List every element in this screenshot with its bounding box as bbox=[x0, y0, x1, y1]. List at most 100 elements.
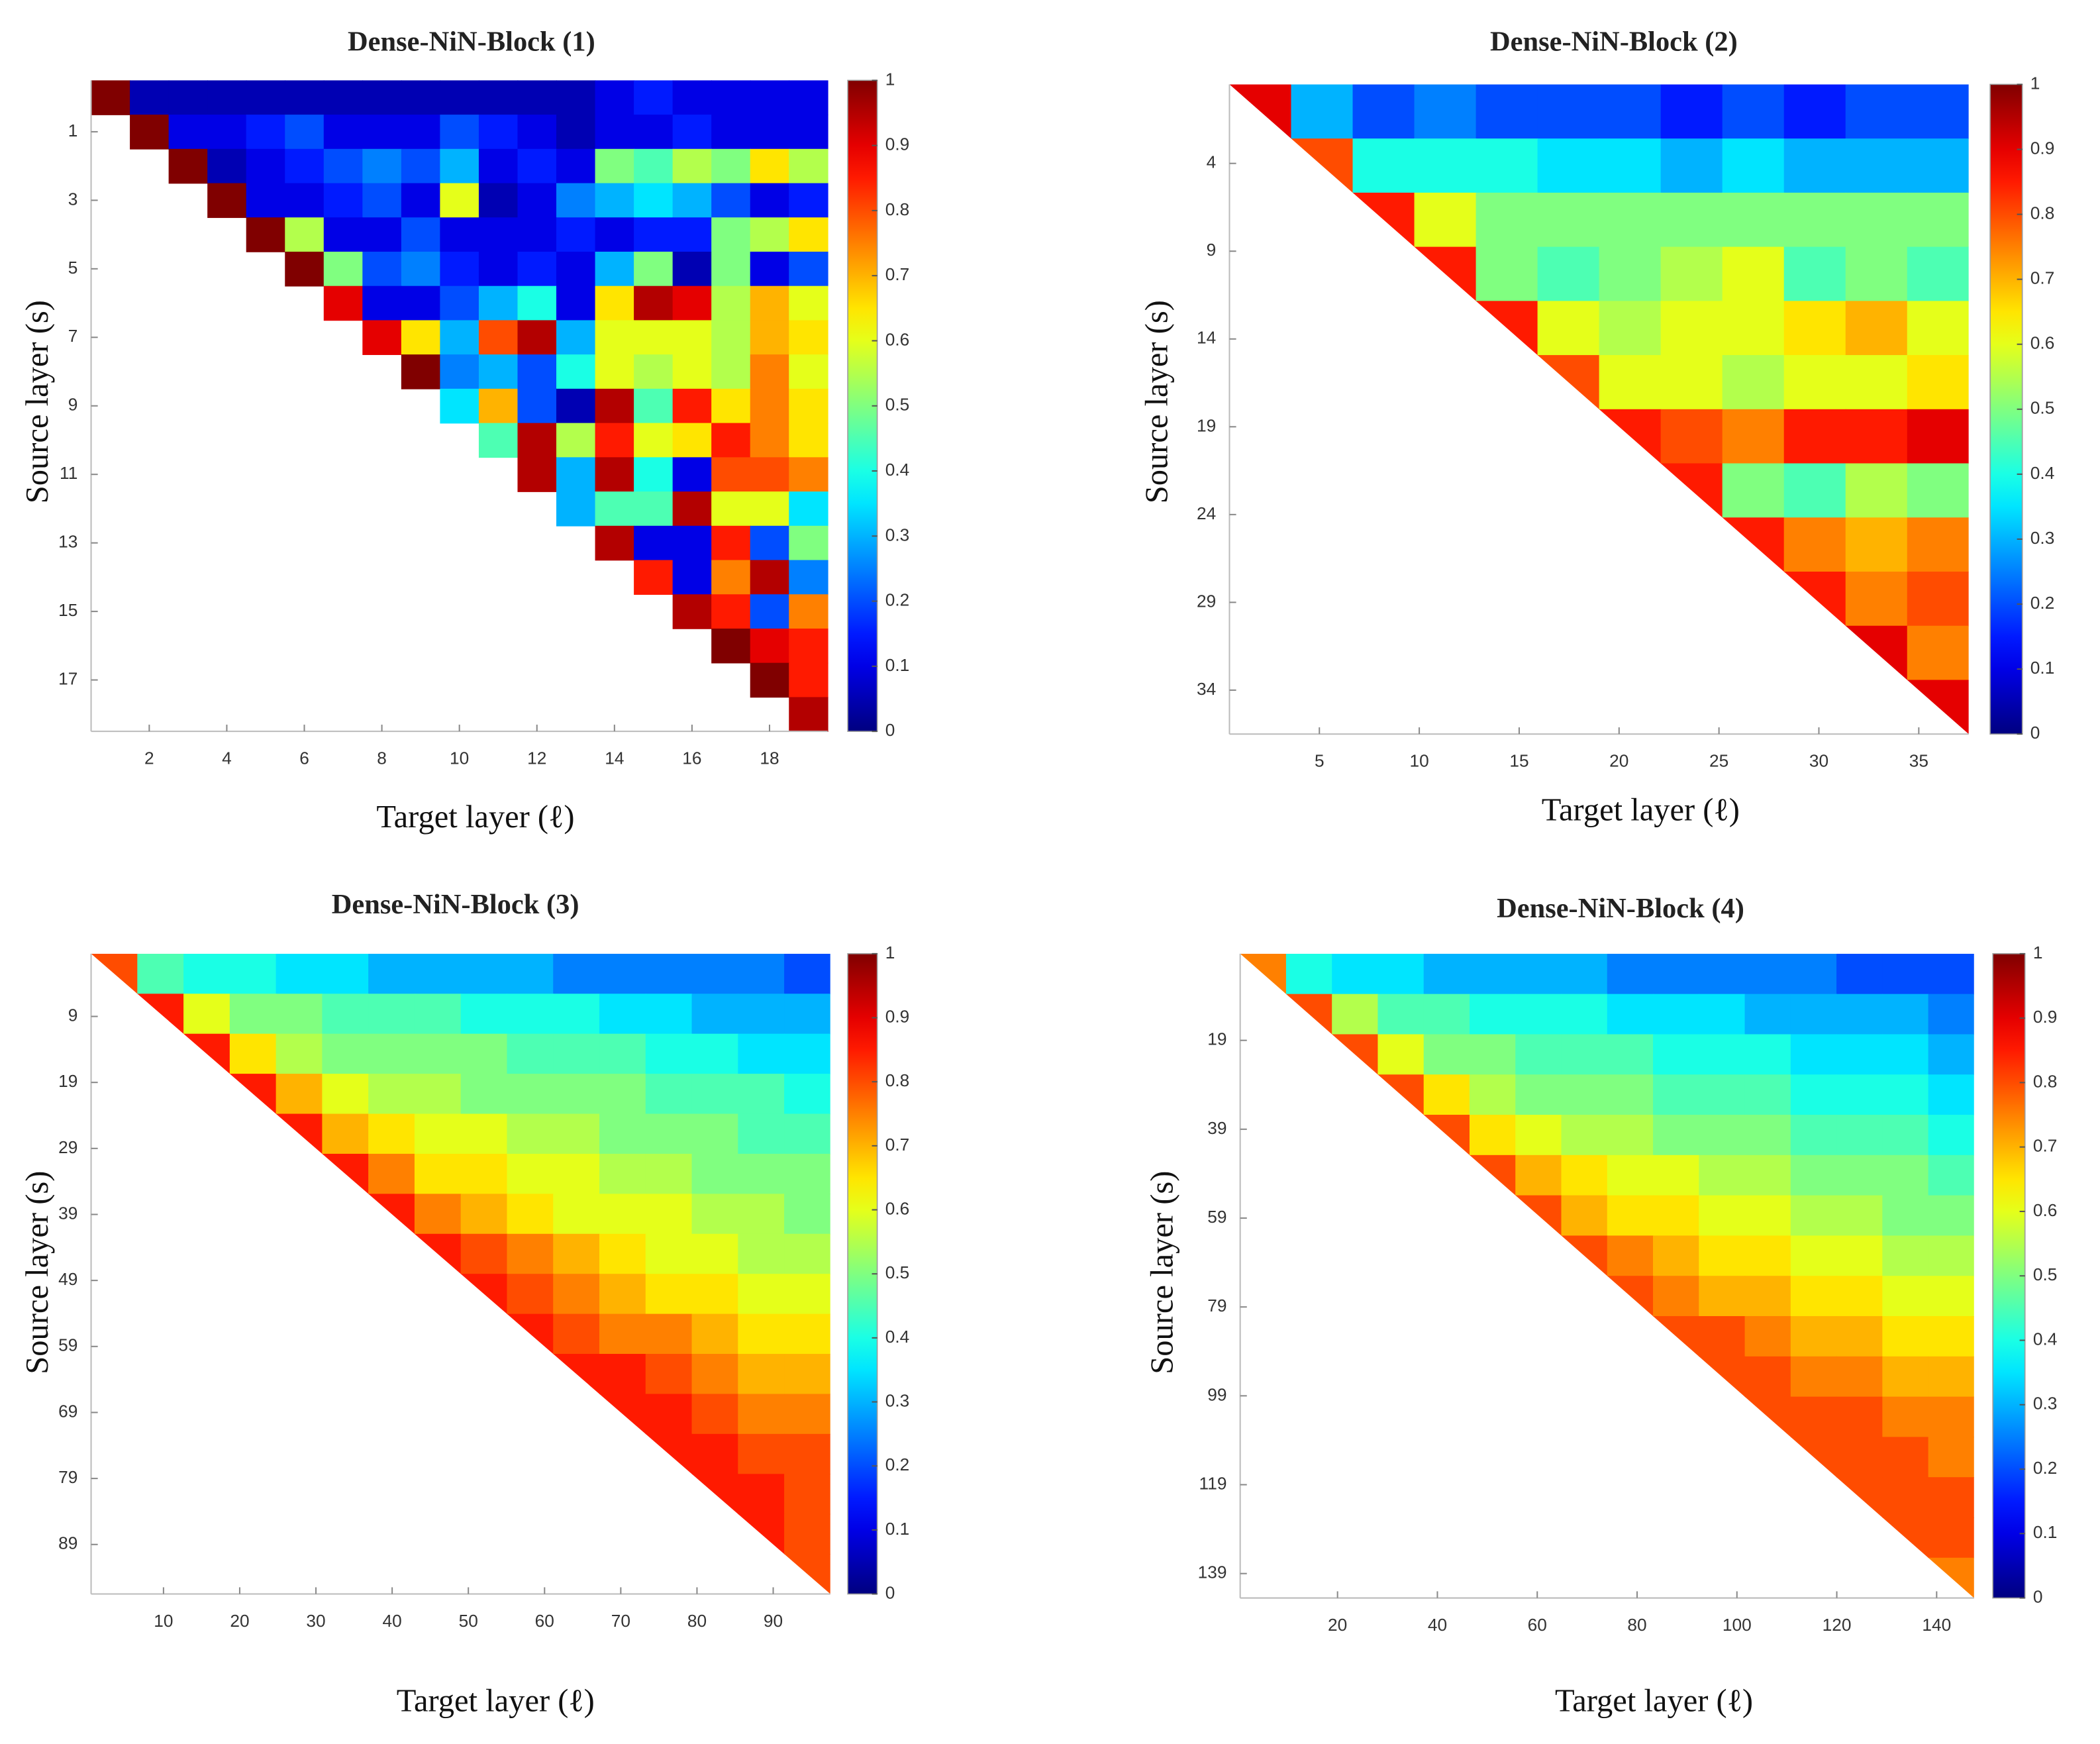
heatmap-cell bbox=[440, 115, 479, 150]
heatmap-cell bbox=[440, 388, 479, 424]
heatmap-cell bbox=[553, 953, 600, 995]
y-tick-label: 14 bbox=[1197, 328, 1216, 348]
x-axis-label: Target layer (ℓ) bbox=[1555, 1683, 1753, 1718]
heatmap-cell bbox=[1928, 1235, 1974, 1277]
heatmap-cell bbox=[1928, 1517, 1974, 1559]
heatmap-cell bbox=[789, 697, 828, 732]
colorbar-tick-label: 1 bbox=[2033, 943, 2043, 962]
y-tick-label: 13 bbox=[58, 532, 77, 552]
heatmap-cell bbox=[1229, 84, 1292, 139]
heatmap-cell bbox=[1783, 246, 1846, 302]
heatmap-cell bbox=[285, 217, 325, 252]
heatmap-cell bbox=[711, 148, 751, 184]
y-tick-label: 29 bbox=[58, 1137, 77, 1157]
heatmap-cell bbox=[285, 183, 325, 219]
heatmap-cell bbox=[1783, 517, 1846, 572]
heatmap-cell bbox=[1783, 572, 1846, 627]
heatmap-cell bbox=[1561, 1235, 1608, 1277]
heatmap-cell bbox=[1722, 355, 1785, 410]
y-tick-label: 19 bbox=[58, 1071, 77, 1091]
heatmap-cell bbox=[1607, 1154, 1654, 1196]
heatmap-cell bbox=[1423, 994, 1470, 1035]
heatmap-cell bbox=[517, 80, 557, 115]
heatmap-cell bbox=[1423, 1034, 1470, 1076]
heatmap-cell bbox=[368, 953, 415, 995]
colorbar-tick-label: 1 bbox=[2030, 73, 2040, 93]
heatmap-cell bbox=[207, 148, 247, 184]
y-tick-label: 1 bbox=[68, 121, 78, 140]
heatmap-cell bbox=[130, 115, 170, 150]
heatmap-cell bbox=[137, 953, 184, 995]
heatmap-cell bbox=[784, 1074, 830, 1115]
heatmap-cell bbox=[645, 1033, 693, 1074]
heatmap-cell bbox=[738, 1354, 785, 1395]
colorbar-tick-label: 0.3 bbox=[2030, 528, 2055, 548]
heatmap-cell bbox=[784, 1033, 830, 1074]
heatmap-cell bbox=[362, 217, 402, 252]
heatmap-cell bbox=[1928, 1115, 1974, 1156]
heatmap-cell bbox=[1790, 1316, 1837, 1357]
heatmap-cell bbox=[789, 148, 828, 184]
heatmap-cell bbox=[460, 1194, 508, 1235]
heatmap-cell bbox=[440, 148, 479, 184]
colorbar-tick-label: 0.6 bbox=[885, 329, 910, 349]
heatmap-cell bbox=[595, 285, 634, 321]
heatmap-cell bbox=[478, 320, 519, 355]
heatmap-cell bbox=[1352, 138, 1415, 193]
heatmap-cell bbox=[1907, 572, 1969, 627]
heatmap-cell bbox=[517, 320, 557, 355]
heatmap-cell bbox=[634, 217, 674, 252]
heatmap-cell bbox=[1660, 355, 1723, 410]
colorbar-tick-label: 0.2 bbox=[885, 1455, 910, 1474]
heatmap-cell bbox=[517, 423, 557, 458]
colorbar-tick-label: 0.4 bbox=[2033, 1329, 2058, 1349]
heatmap-cell bbox=[1783, 84, 1846, 139]
heatmap-cell bbox=[645, 953, 693, 995]
heatmap-cell bbox=[595, 148, 634, 184]
heatmap-cell bbox=[645, 1394, 693, 1435]
heatmap-cell bbox=[1907, 625, 1969, 681]
heatmap-cell bbox=[1836, 1437, 1883, 1478]
heatmap-cell bbox=[711, 80, 751, 115]
heatmap-cell bbox=[672, 148, 712, 184]
heatmap-cells bbox=[1240, 953, 1974, 1598]
y-tick-label: 139 bbox=[1198, 1563, 1227, 1582]
heatmap-cell bbox=[599, 1113, 646, 1154]
heatmap-cell bbox=[323, 80, 364, 115]
heatmap-cell bbox=[440, 320, 479, 355]
x-tick-label: 140 bbox=[1922, 1615, 1951, 1635]
heatmap-cell bbox=[599, 1074, 646, 1115]
heatmap-cell bbox=[368, 1074, 415, 1115]
heatmap-cell bbox=[1653, 1276, 1700, 1317]
heatmap-cell bbox=[672, 388, 712, 424]
y-tick-label: 19 bbox=[1197, 415, 1216, 435]
x-tick-label: 5 bbox=[1315, 751, 1325, 771]
heatmap-cell bbox=[556, 148, 596, 184]
y-tick-label: 5 bbox=[68, 258, 78, 278]
heatmap-cell bbox=[246, 183, 286, 219]
heatmap-cell bbox=[478, 115, 519, 150]
heatmap-cell bbox=[207, 183, 247, 219]
heatmap-cell bbox=[285, 115, 325, 150]
heatmap-cell bbox=[1783, 138, 1846, 193]
heatmap-cell bbox=[401, 285, 441, 321]
heatmap-cell bbox=[401, 217, 441, 252]
heatmap-cell bbox=[1845, 138, 1908, 193]
heatmap-cell bbox=[711, 320, 751, 355]
heatmap-cell bbox=[1744, 1396, 1791, 1438]
x-tick-label: 80 bbox=[687, 1611, 707, 1631]
heatmap-cell bbox=[595, 354, 634, 389]
heatmap-cell bbox=[784, 1474, 830, 1515]
heatmap-cell bbox=[738, 1194, 785, 1235]
heatmap-cell bbox=[1699, 1316, 1746, 1357]
heatmap-cell bbox=[1928, 1396, 1974, 1438]
heatmap-cell bbox=[1722, 409, 1785, 464]
heatmap-cell bbox=[634, 115, 674, 150]
heatmap-cell bbox=[789, 217, 828, 252]
heatmap-cell bbox=[1836, 1276, 1883, 1317]
heatmap-cell bbox=[738, 1153, 785, 1195]
heatmap-cell bbox=[1377, 953, 1425, 995]
heatmap-cell bbox=[1882, 1356, 1929, 1398]
heatmap-cell bbox=[1722, 84, 1785, 139]
